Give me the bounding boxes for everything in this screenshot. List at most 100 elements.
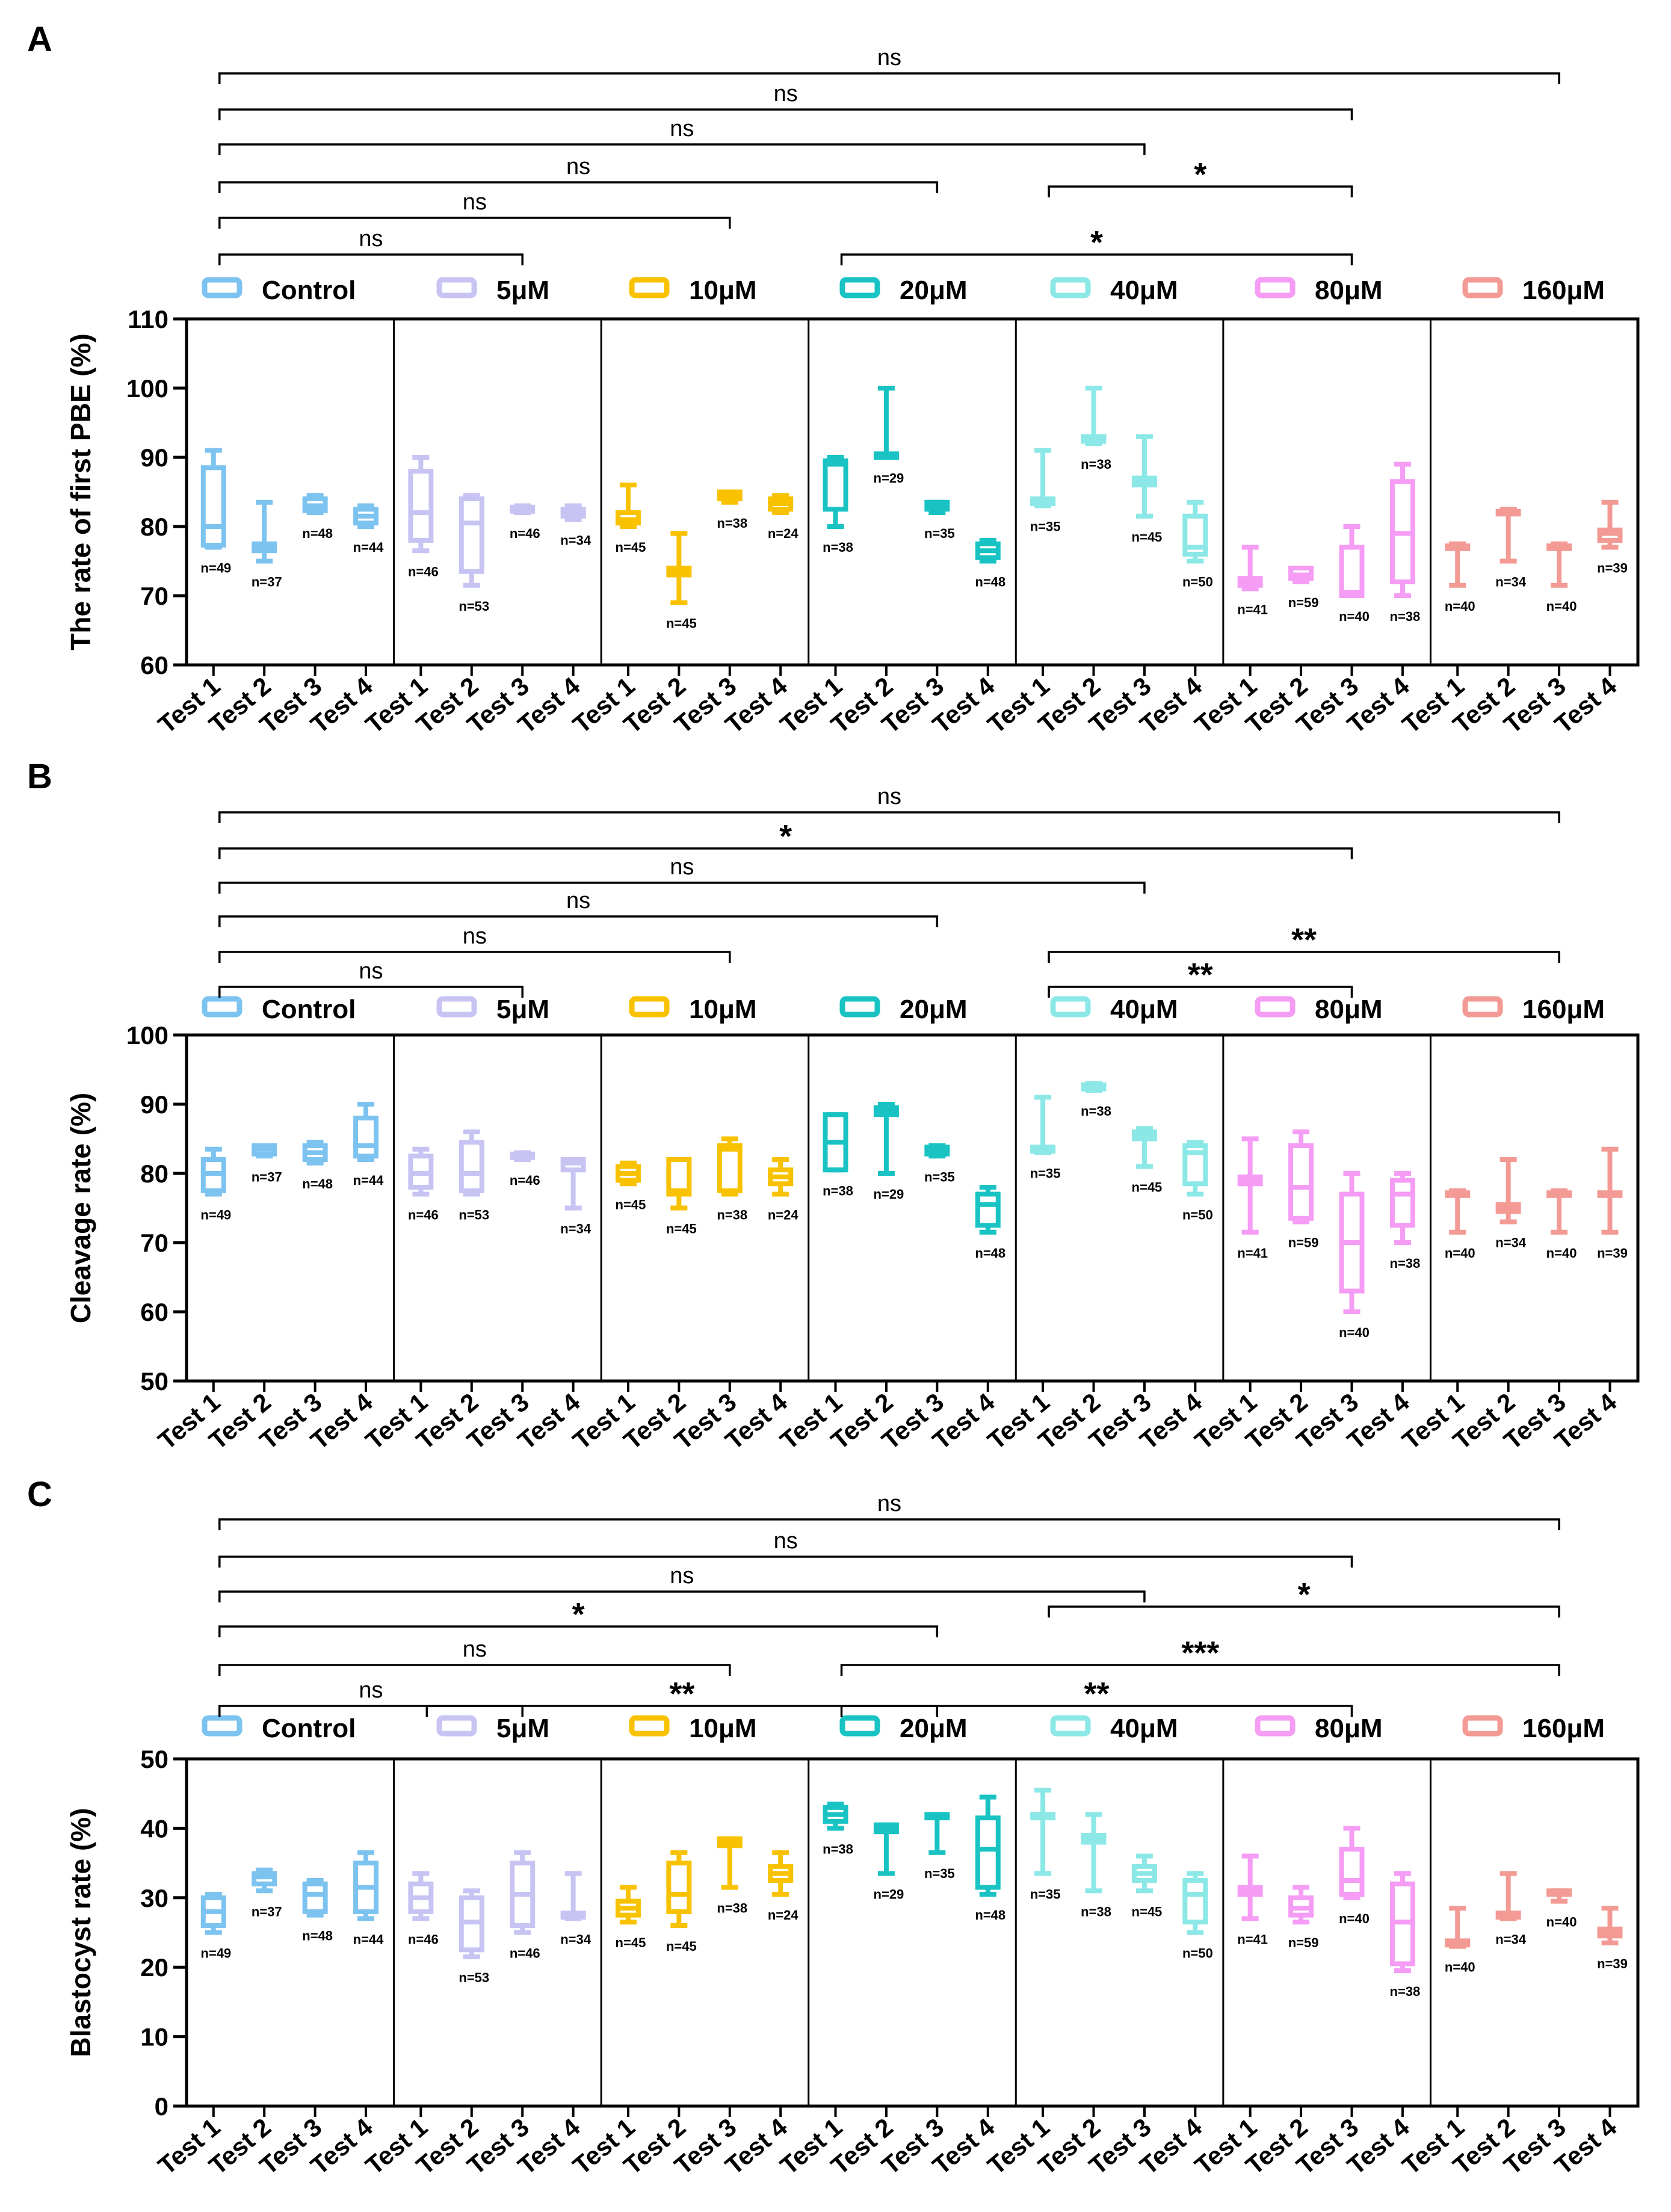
n-label: n=38 [1390, 1256, 1421, 1271]
box-iqr [1288, 1143, 1314, 1221]
n-label: n=40 [1339, 609, 1370, 624]
y-tick-label: 60 [140, 651, 168, 679]
legend-label: 160μM [1522, 276, 1605, 305]
significance-label: * [1194, 156, 1206, 193]
significance-label: ns [359, 1678, 383, 1703]
significance-label: * [779, 818, 792, 854]
n-label: n=38 [823, 1183, 853, 1198]
n-label: n=39 [1597, 1246, 1628, 1261]
n-label: n=38 [717, 516, 747, 531]
significance-label: *** [1181, 1635, 1219, 1671]
n-label: n=35 [924, 1866, 955, 1881]
legend-swatch [1050, 277, 1091, 298]
n-label: n=40 [1339, 1325, 1370, 1340]
legend-label: 80μM [1315, 995, 1383, 1024]
legend-swatch [839, 1715, 880, 1737]
n-label: n=49 [200, 561, 231, 576]
significance-label: ns [359, 226, 383, 252]
legend-label: 40μM [1110, 276, 1178, 305]
significance-label: ns [774, 81, 798, 107]
n-label: n=38 [823, 540, 853, 555]
panel-C: C 0 10 20 30 40 50 Blastocyst rate (%) Control 5μ… [27, 1475, 1640, 2180]
y-tick-label: 50 [140, 1745, 168, 1773]
box-iqr [1339, 545, 1365, 598]
y-tick-label: 50 [140, 1367, 168, 1395]
y-tick-label: 20 [140, 1953, 168, 1982]
n-label: n=48 [975, 1908, 1005, 1923]
box-iqr [717, 1143, 743, 1193]
n-label: n=48 [975, 575, 1005, 590]
n-label: n=59 [1288, 595, 1319, 610]
n-label: n=35 [924, 1169, 955, 1184]
legend-swatch [1255, 1715, 1296, 1737]
n-label: n=40 [1339, 1911, 1370, 1926]
significance-label: * [572, 1596, 585, 1633]
y-tick-label: 100 [126, 1021, 168, 1049]
n-label: n=37 [252, 1169, 282, 1184]
n-label: n=45 [1132, 530, 1163, 545]
n-label: n=34 [1495, 575, 1527, 590]
n-label: n=46 [510, 1946, 540, 1961]
n-label: n=41 [1237, 1932, 1268, 1947]
n-label: n=39 [1597, 1956, 1628, 1971]
n-label: n=53 [459, 599, 489, 614]
n-label: n=50 [1182, 1946, 1213, 1961]
box-iqr [666, 1157, 692, 1197]
significance-bracket [840, 253, 1353, 265]
box-iqr [1182, 1877, 1208, 1925]
n-label: n=41 [1237, 602, 1268, 617]
legend-swatch [1255, 996, 1296, 1018]
n-label: n=46 [408, 1208, 439, 1223]
significance-bracket [218, 1705, 524, 1717]
box-iqr [459, 496, 484, 574]
significance-label: ns [670, 1563, 694, 1589]
n-label: n=45 [1132, 1904, 1163, 1919]
y-tick-label: 70 [140, 582, 168, 610]
significance-bracket [218, 882, 1146, 894]
plot-frame [185, 1757, 1640, 2108]
y-tick-label: 80 [140, 513, 168, 541]
legend-label: 40μM [1110, 995, 1178, 1024]
legend-swatch [1462, 996, 1503, 1018]
n-label: n=45 [666, 616, 697, 631]
legend-label: 5μM [496, 995, 549, 1024]
box-iqr [1339, 1847, 1365, 1897]
significance-label: ** [1188, 957, 1213, 993]
n-label: n=45 [1132, 1180, 1163, 1195]
n-label: n=53 [459, 1208, 489, 1223]
legend-label: 10μM [689, 995, 757, 1024]
n-label: n=40 [1546, 599, 1577, 614]
legend-label: 80μM [1315, 1714, 1383, 1743]
n-label: n=38 [1081, 1904, 1111, 1919]
panel-letter: B [27, 757, 52, 796]
n-label: n=40 [1445, 599, 1475, 614]
box-iqr [1389, 1178, 1415, 1228]
significance-label: ns [359, 959, 383, 984]
box-iqr [459, 1140, 484, 1193]
n-label: n=34 [1495, 1235, 1527, 1250]
legend-label: Control [262, 1714, 356, 1743]
n-label: n=53 [459, 1970, 489, 1985]
legend-swatch [839, 277, 880, 298]
legend-swatch [202, 1715, 242, 1737]
legend-swatch [629, 1715, 670, 1737]
significance-label: ns [670, 854, 694, 880]
n-label: n=38 [717, 1900, 747, 1915]
n-label: n=40 [1445, 1960, 1475, 1975]
significance-bracket [840, 1664, 1560, 1676]
n-label: n=38 [717, 1208, 747, 1223]
y-tick-label: 60 [140, 1298, 168, 1326]
significance-bracket [218, 181, 939, 193]
significance-bracket [218, 1590, 1146, 1602]
n-label: n=59 [1288, 1235, 1319, 1250]
significance-bracket [840, 1705, 1353, 1717]
y-tick-label: 30 [140, 1884, 168, 1912]
box-iqr [975, 1191, 1001, 1228]
n-label: n=34 [1495, 1932, 1527, 1947]
significance-label: ns [463, 1637, 487, 1662]
n-label: n=24 [768, 526, 799, 541]
n-label: n=44 [353, 540, 385, 555]
significance-label: ns [670, 116, 694, 141]
legend-label: 80μM [1315, 276, 1383, 305]
